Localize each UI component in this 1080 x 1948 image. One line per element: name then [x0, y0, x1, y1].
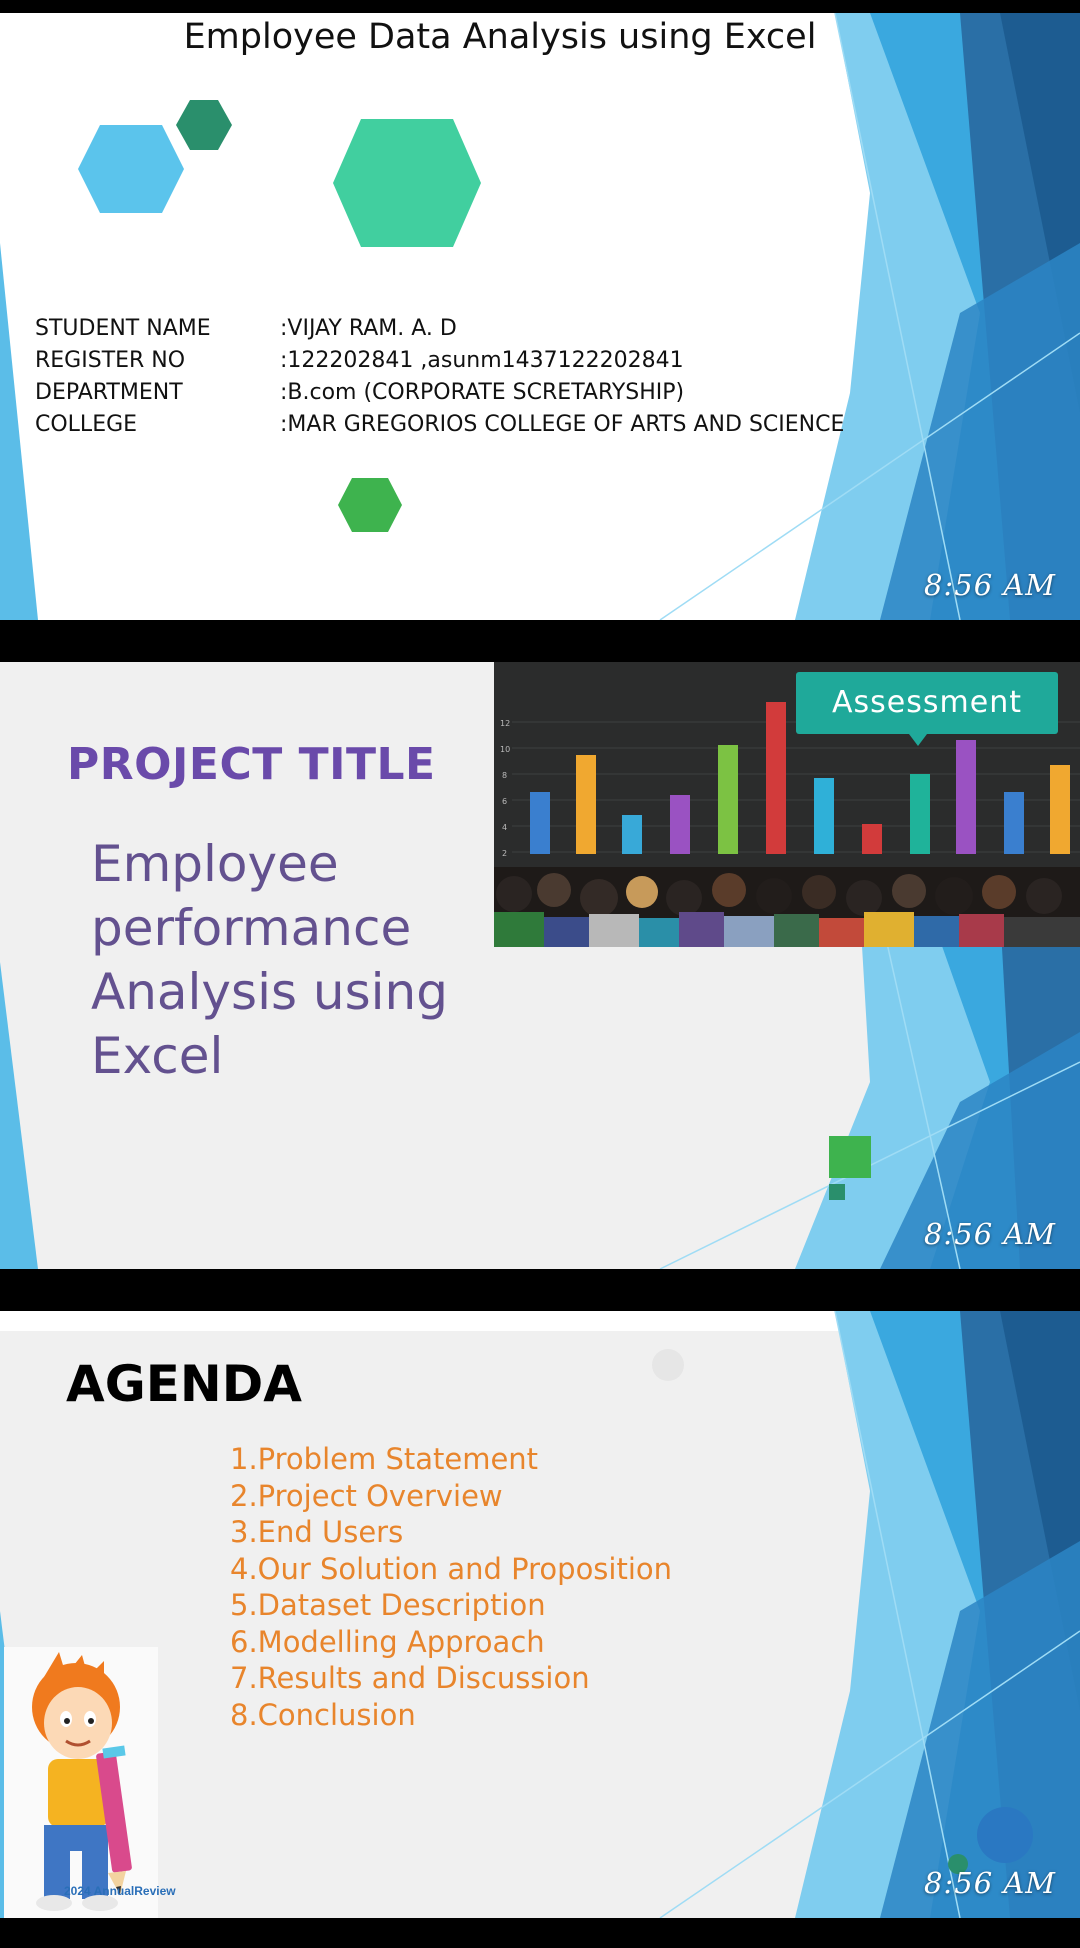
slide-3-background-decoration: [0, 1311, 1080, 1918]
svg-text:2: 2: [502, 849, 507, 858]
info-value: :122202841 ,asunm1437122202841: [280, 348, 684, 373]
info-row-student-name: STUDENT NAME :VIJAY RAM. A. D: [35, 316, 844, 348]
timestamp: 8:56 AM: [924, 1866, 1056, 1900]
info-label: DEPARTMENT: [35, 380, 183, 405]
info-row-department: DEPARTMENT :B.com (CORPORATE SCRETARYSHI…: [35, 380, 844, 412]
info-label: REGISTER NO: [35, 348, 186, 373]
svg-text:12: 12: [500, 719, 510, 728]
annual-review-caption: 2024 AnnualReview: [64, 1884, 176, 1898]
svg-text:8: 8: [502, 771, 507, 780]
timestamp: 8:56 AM: [924, 568, 1056, 602]
agenda-item: 4.Our Solution and Proposition: [230, 1551, 673, 1586]
info-value: :B.com (CORPORATE SCRETARYSHIP): [280, 380, 685, 405]
info-row-college: COLLEGE :MAR GREGORIOS COLLEGE OF ARTS A…: [35, 412, 844, 444]
cartoon-boy-with-pencil-image: [4, 1647, 158, 1918]
slide-1-background-decoration: [0, 13, 1080, 620]
agenda-item: 2.Project Overview: [230, 1478, 503, 1513]
slide-3: AGENDA 1.Problem Statement 2.Project Ove…: [0, 1311, 1080, 1918]
agenda-item: 8.Conclusion: [230, 1697, 416, 1732]
timestamp: 8:56 AM: [924, 1217, 1056, 1251]
slide-1-title: Employee Data Analysis using Excel: [183, 17, 817, 57]
agenda-item: 1.Problem Statement: [230, 1442, 539, 1476]
info-row-register-no: REGISTER NO :122202841 ,asunm14371222028…: [35, 348, 844, 380]
info-value: :VIJAY RAM. A. D: [280, 316, 457, 341]
agenda-item: 7.Results and Discussion: [230, 1661, 590, 1695]
info-label: COLLEGE: [35, 412, 138, 437]
agenda-item: 6.Modelling Approach: [230, 1624, 545, 1659]
info-value: :MAR GREGORIOS COLLEGE OF ARTS AND SCIEN…: [280, 412, 845, 437]
project-title-text: Employee performance Analysis using Exce…: [91, 835, 448, 1085]
agenda-list: 1.Problem Statement 2.Project Overview 3…: [230, 1441, 672, 1733]
slide-2: PROJECT TITLE Employee performance Analy…: [0, 662, 1080, 1269]
svg-text:6: 6: [502, 797, 507, 806]
cartoon-boy-illustration: [32, 1652, 132, 1911]
assessment-banner-label: Assessment: [832, 685, 1022, 720]
agenda-item: 5.Dataset Description: [230, 1588, 546, 1622]
project-title-heading: PROJECT TITLE: [67, 739, 436, 790]
svg-text:10: 10: [500, 745, 510, 754]
info-label: STUDENT NAME: [35, 316, 211, 341]
agenda-item: 3.End Users: [230, 1515, 404, 1549]
assessment-image: 12 10 8 6 4 2: [494, 662, 1080, 947]
slide-2-background-decoration: [0, 911, 1080, 1269]
assessment-chart-picture: 12 10 8 6 4 2: [494, 662, 1080, 947]
svg-text:4: 4: [502, 823, 507, 832]
slide-1: Employee Data Analysis using Excel STUDE…: [0, 13, 1080, 620]
agenda-heading: AGENDA: [66, 1355, 302, 1413]
student-info: STUDENT NAME :VIJAY RAM. A. D REGISTER N…: [35, 316, 844, 444]
